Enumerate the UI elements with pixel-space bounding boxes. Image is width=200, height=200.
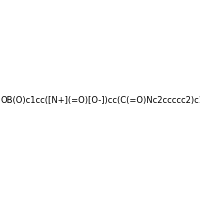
Text: OB(O)c1cc([N+](=O)[O-])cc(C(=O)Nc2ccccc2)c1: OB(O)c1cc([N+](=O)[O-])cc(C(=O)Nc2ccccc2… bbox=[0, 97, 200, 106]
